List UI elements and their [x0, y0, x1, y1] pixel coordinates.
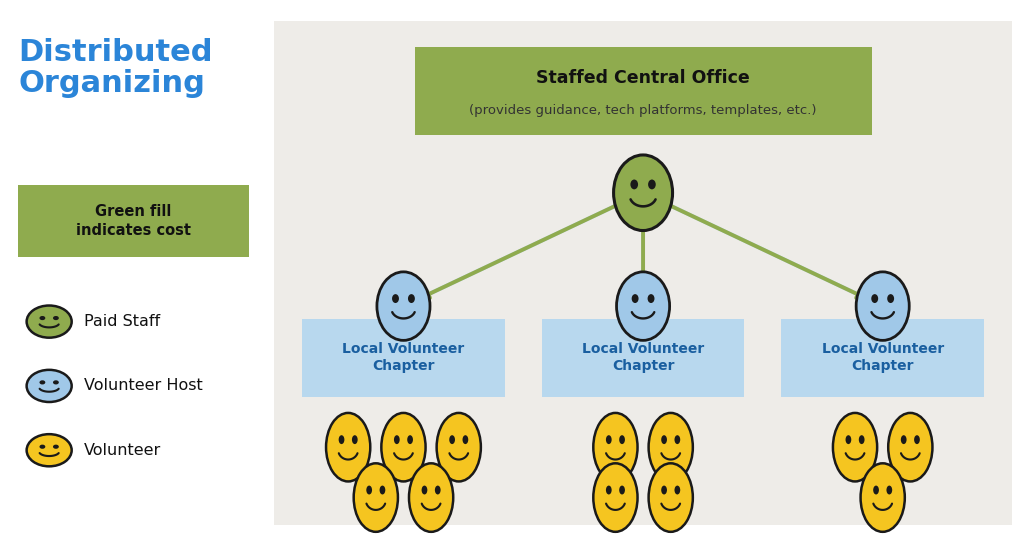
Ellipse shape: [860, 463, 905, 532]
FancyBboxPatch shape: [302, 319, 505, 397]
Ellipse shape: [436, 413, 481, 481]
Text: Local Volunteer
Chapter: Local Volunteer Chapter: [821, 343, 944, 373]
Ellipse shape: [631, 180, 638, 189]
Ellipse shape: [352, 435, 357, 444]
Text: Staffed Central Office: Staffed Central Office: [537, 69, 750, 87]
Ellipse shape: [632, 294, 639, 303]
Ellipse shape: [353, 463, 398, 532]
Ellipse shape: [367, 486, 372, 495]
Ellipse shape: [914, 435, 920, 444]
Ellipse shape: [27, 434, 72, 466]
Ellipse shape: [856, 272, 909, 340]
Ellipse shape: [606, 486, 611, 495]
Text: Paid Staff: Paid Staff: [84, 314, 160, 329]
Text: Volunteer Host: Volunteer Host: [84, 378, 203, 393]
Ellipse shape: [339, 435, 344, 444]
Ellipse shape: [40, 445, 45, 449]
Ellipse shape: [675, 486, 680, 495]
Ellipse shape: [27, 306, 72, 338]
Ellipse shape: [887, 486, 892, 495]
FancyBboxPatch shape: [781, 319, 984, 397]
Ellipse shape: [450, 435, 455, 444]
Text: Green fill
indicates cost: Green fill indicates cost: [76, 204, 191, 238]
Ellipse shape: [40, 316, 45, 320]
Text: (provides guidance, tech platforms, templates, etc.): (provides guidance, tech platforms, temp…: [469, 103, 817, 117]
Ellipse shape: [888, 413, 933, 481]
FancyBboxPatch shape: [18, 185, 249, 257]
Ellipse shape: [887, 294, 894, 303]
FancyBboxPatch shape: [542, 319, 744, 397]
Ellipse shape: [859, 435, 864, 444]
Ellipse shape: [675, 435, 680, 444]
Text: Volunteer: Volunteer: [84, 443, 161, 458]
Ellipse shape: [53, 445, 58, 449]
Ellipse shape: [377, 272, 430, 340]
Text: Local Volunteer
Chapter: Local Volunteer Chapter: [582, 343, 705, 373]
Ellipse shape: [613, 155, 673, 230]
Ellipse shape: [394, 435, 399, 444]
Ellipse shape: [846, 435, 851, 444]
Ellipse shape: [873, 486, 879, 495]
Ellipse shape: [606, 435, 611, 444]
Text: Distributed
Organizing: Distributed Organizing: [18, 38, 213, 98]
Ellipse shape: [901, 435, 906, 444]
Ellipse shape: [871, 294, 879, 303]
Ellipse shape: [620, 435, 625, 444]
Text: Local Volunteer
Chapter: Local Volunteer Chapter: [342, 343, 465, 373]
Ellipse shape: [593, 463, 638, 532]
Ellipse shape: [53, 316, 58, 320]
FancyBboxPatch shape: [274, 21, 1012, 525]
Ellipse shape: [408, 294, 415, 303]
Ellipse shape: [648, 180, 655, 189]
Ellipse shape: [648, 463, 693, 532]
FancyBboxPatch shape: [415, 47, 871, 135]
Ellipse shape: [620, 486, 625, 495]
Ellipse shape: [833, 413, 878, 481]
Ellipse shape: [593, 413, 638, 481]
Ellipse shape: [463, 435, 468, 444]
Ellipse shape: [326, 413, 371, 481]
Ellipse shape: [662, 486, 667, 495]
Ellipse shape: [616, 272, 670, 340]
Ellipse shape: [409, 463, 454, 532]
Ellipse shape: [648, 413, 693, 481]
Ellipse shape: [40, 381, 45, 384]
Ellipse shape: [408, 435, 413, 444]
Ellipse shape: [647, 294, 654, 303]
Ellipse shape: [27, 370, 72, 402]
Ellipse shape: [422, 486, 427, 495]
Ellipse shape: [381, 413, 426, 481]
Ellipse shape: [662, 435, 667, 444]
Ellipse shape: [53, 381, 58, 384]
Ellipse shape: [435, 486, 440, 495]
Ellipse shape: [392, 294, 399, 303]
Ellipse shape: [380, 486, 385, 495]
